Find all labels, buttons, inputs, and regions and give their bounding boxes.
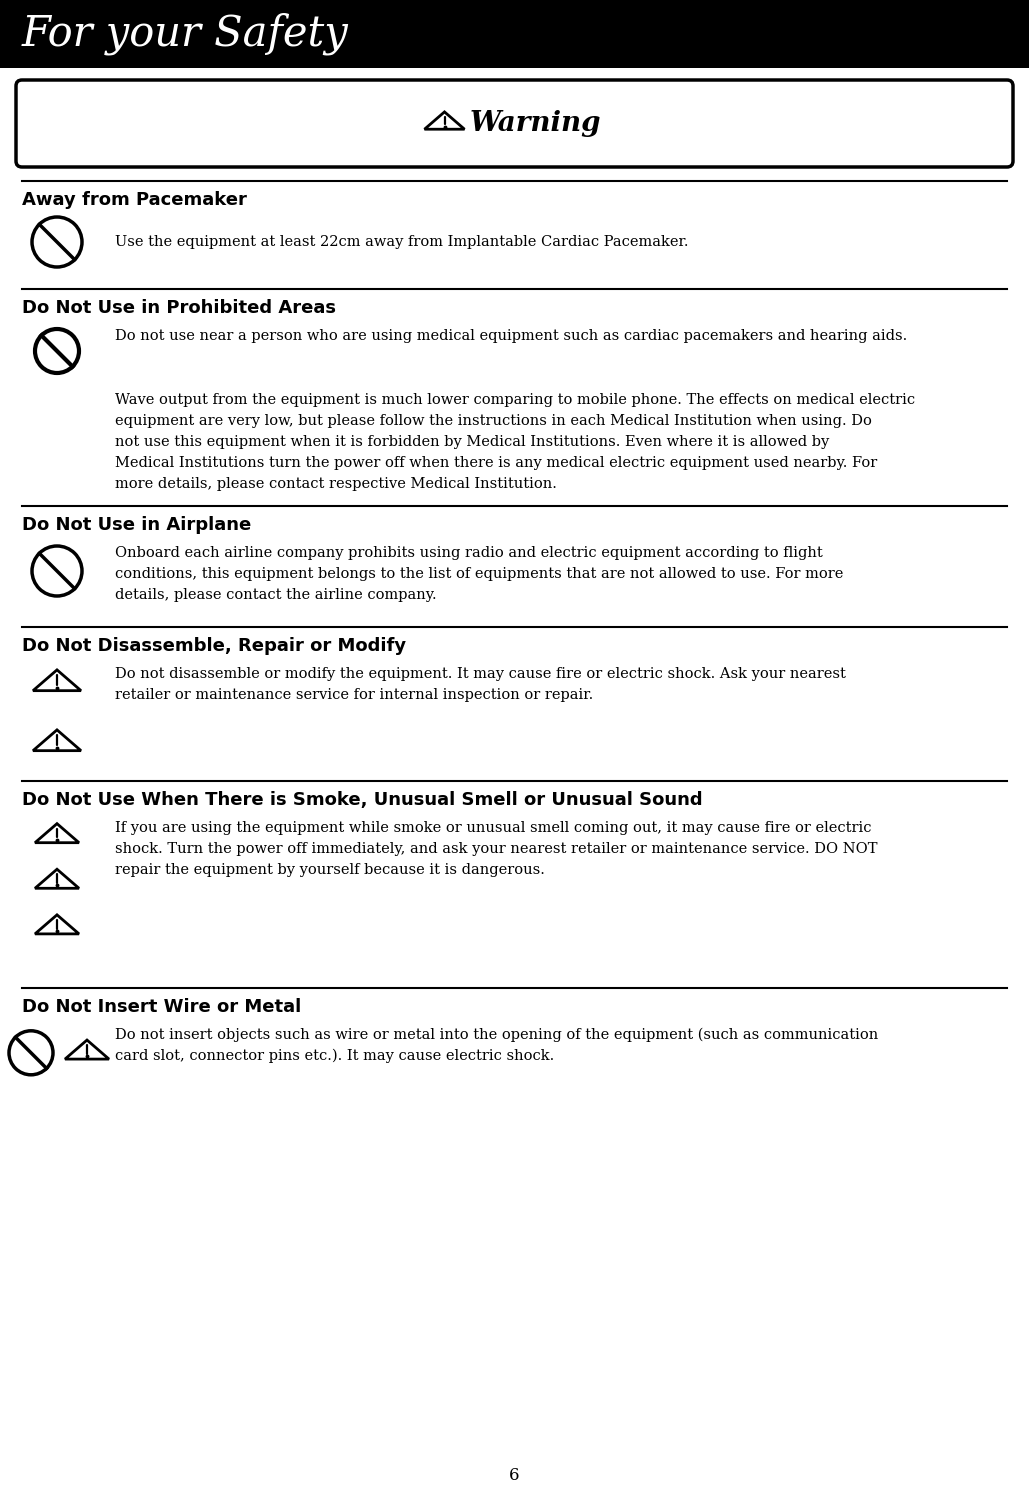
Text: card slot, connector pins etc.). It may cause electric shock.: card slot, connector pins etc.). It may … [115, 1049, 555, 1064]
Text: Do Not Use When There is Smoke, Unusual Smell or Unusual Sound: Do Not Use When There is Smoke, Unusual … [22, 790, 703, 808]
Text: Away from Pacemaker: Away from Pacemaker [22, 190, 247, 209]
Text: Do Not Disassemble, Repair or Modify: Do Not Disassemble, Repair or Modify [22, 638, 406, 654]
Text: Do not insert objects such as wire or metal into the opening of the equipment (s: Do not insert objects such as wire or me… [115, 1027, 878, 1043]
Polygon shape [35, 823, 79, 843]
Text: Do not disassemble or modify the equipment. It may cause fire or electric shock.: Do not disassemble or modify the equipme… [115, 666, 846, 681]
Text: more details, please contact respective Medical Institution.: more details, please contact respective … [115, 477, 557, 491]
Text: retailer or maintenance service for internal inspection or repair.: retailer or maintenance service for inte… [115, 688, 594, 703]
Text: Do Not Insert Wire or Metal: Do Not Insert Wire or Metal [22, 997, 301, 1015]
FancyBboxPatch shape [16, 80, 1013, 168]
Text: Medical Institutions turn the power off when there is any medical electric equip: Medical Institutions turn the power off … [115, 456, 878, 470]
Polygon shape [35, 869, 79, 888]
Text: Do Not Use in Airplane: Do Not Use in Airplane [22, 515, 251, 533]
Text: not use this equipment when it is forbidden by Medical Institutions. Even where : not use this equipment when it is forbid… [115, 435, 829, 449]
Text: shock. Turn the power off immediately, and ask your nearest retailer or maintena: shock. Turn the power off immediately, a… [115, 842, 878, 857]
Text: repair the equipment by yourself because it is dangerous.: repair the equipment by yourself because… [115, 863, 545, 876]
Polygon shape [33, 669, 81, 691]
Text: 6: 6 [509, 1467, 520, 1484]
Text: Wave output from the equipment is much lower comparing to mobile phone. The effe: Wave output from the equipment is much l… [115, 393, 915, 406]
Polygon shape [425, 112, 464, 130]
Text: details, please contact the airline company.: details, please contact the airline comp… [115, 588, 436, 601]
Text: Do not use near a person who are using medical equipment such as cardiac pacemak: Do not use near a person who are using m… [115, 329, 908, 343]
Text: For your Safety: For your Safety [22, 12, 349, 56]
Polygon shape [65, 1040, 109, 1059]
Polygon shape [33, 730, 81, 751]
FancyBboxPatch shape [0, 0, 1029, 68]
Text: Warning: Warning [469, 110, 601, 138]
Text: If you are using the equipment while smoke or unusual smell coming out, it may c: If you are using the equipment while smo… [115, 820, 872, 836]
Text: Onboard each airline company prohibits using radio and electric equipment accord: Onboard each airline company prohibits u… [115, 545, 823, 561]
Text: conditions, this equipment belongs to the list of equipments that are not allowe: conditions, this equipment belongs to th… [115, 567, 844, 582]
Text: Use the equipment at least 22cm away from Implantable Cardiac Pacemaker.: Use the equipment at least 22cm away fro… [115, 236, 688, 249]
Text: equipment are very low, but please follow the instructions in each Medical Insti: equipment are very low, but please follo… [115, 414, 872, 428]
Polygon shape [35, 914, 79, 934]
Text: Do Not Use in Prohibited Areas: Do Not Use in Prohibited Areas [22, 299, 336, 317]
